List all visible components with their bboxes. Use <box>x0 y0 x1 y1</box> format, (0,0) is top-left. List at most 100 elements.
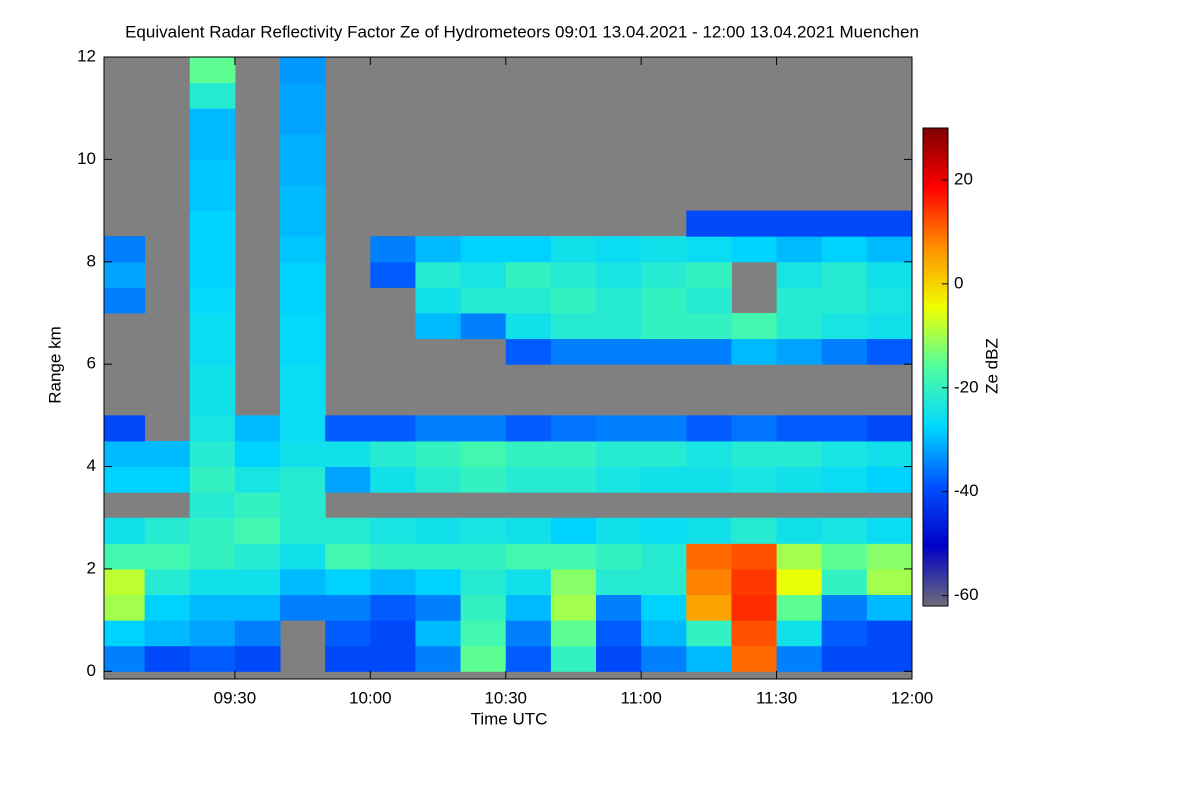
heatmap-cell <box>776 338 823 365</box>
heatmap-cell <box>370 261 416 288</box>
heatmap-cell <box>144 568 191 596</box>
heatmap-cell <box>189 620 236 647</box>
colorbar-tick-label: 20 <box>954 169 973 188</box>
heatmap-cell <box>776 517 823 544</box>
heatmap-cell <box>641 620 687 647</box>
heatmap-cell <box>686 287 732 314</box>
heatmap-cell <box>189 492 236 519</box>
heatmap-cell <box>641 466 687 493</box>
heatmap-cell <box>866 440 913 468</box>
x-tick-label: 11:30 <box>756 688 797 707</box>
heatmap-cell <box>325 594 371 621</box>
heatmap-cell <box>104 517 146 544</box>
heatmap-cell <box>505 543 552 570</box>
heatmap-cell <box>550 338 597 365</box>
heatmap-cell <box>686 568 732 596</box>
heatmap-cell <box>821 543 868 570</box>
heatmap-cell <box>866 645 913 672</box>
heatmap-cell <box>776 261 823 288</box>
heatmap-cell <box>686 261 732 288</box>
heatmap-cell <box>370 620 416 647</box>
heatmap-cell <box>731 568 778 596</box>
heatmap-cell <box>550 287 597 314</box>
colorbar <box>922 127 949 607</box>
heatmap-cell <box>686 517 732 544</box>
heatmap-cell <box>776 415 823 442</box>
heatmap-cell <box>821 312 868 340</box>
heatmap-cell <box>189 645 236 672</box>
heatmap-cell <box>776 210 823 237</box>
heatmap-cell <box>415 440 462 468</box>
heatmap-cell <box>866 261 913 288</box>
heatmap-cell <box>550 594 597 621</box>
heatmap-cell <box>821 466 868 493</box>
heatmap-cell <box>144 645 191 672</box>
heatmap-cell <box>104 466 146 493</box>
heatmap-cell <box>686 645 732 672</box>
heatmap-cell <box>731 466 778 493</box>
heatmap-cell <box>280 57 326 84</box>
heatmap-cell <box>505 261 552 288</box>
chart-title: Equivalent Radar Reflectivity Factor Ze … <box>125 22 919 41</box>
heatmap-cell <box>144 517 191 544</box>
heatmap-cell <box>189 517 236 544</box>
heatmap-cell <box>415 543 462 570</box>
heatmap-cell <box>776 312 823 340</box>
heatmap-cell <box>189 287 236 314</box>
heatmap-cell <box>460 236 507 263</box>
heatmap-cell <box>234 645 281 672</box>
heatmap-cell <box>189 543 236 570</box>
heatmap-cell <box>776 594 823 621</box>
heatmap-cell <box>596 236 642 263</box>
heatmap-cell <box>505 568 552 596</box>
colorbar-label: Ze dBZ <box>982 338 1001 394</box>
heatmap-cell <box>104 261 146 288</box>
heatmap-cell <box>866 287 913 314</box>
heatmap-cell <box>866 466 913 493</box>
heatmap-cell <box>280 236 326 263</box>
y-axis-label: Range km <box>45 326 64 403</box>
heatmap-cell <box>686 236 732 263</box>
heatmap-cell <box>234 594 281 621</box>
heatmap-cell <box>189 261 236 288</box>
heatmap-cell <box>460 594 507 621</box>
heatmap-cell <box>280 184 326 212</box>
heatmap-cell <box>866 568 913 596</box>
heatmap-cell <box>550 440 597 468</box>
x-tick-label: 09:30 <box>214 688 257 707</box>
heatmap-cell <box>866 517 913 544</box>
heatmap-cell <box>866 415 913 442</box>
heatmap-cell <box>596 440 642 468</box>
heatmap-cell <box>686 338 732 365</box>
heatmap-cell <box>731 440 778 468</box>
heatmap-cell <box>821 236 868 263</box>
heatmap-cell <box>325 620 371 647</box>
heatmap-cell <box>550 543 597 570</box>
heatmap-cell <box>189 389 236 416</box>
heatmap-cell <box>731 645 778 672</box>
heatmap-cell <box>144 466 191 493</box>
heatmap-cell <box>505 517 552 544</box>
heatmap-cell <box>460 645 507 672</box>
heatmap-cell <box>821 568 868 596</box>
heatmap-cell <box>280 517 326 544</box>
heatmap-cell <box>641 287 687 314</box>
heatmap-cell <box>415 466 462 493</box>
heatmap-cell <box>641 415 687 442</box>
heatmap-cell <box>596 415 642 442</box>
heatmap-cell <box>866 236 913 263</box>
heatmap-cell <box>641 594 687 621</box>
plot-frame <box>103 56 913 680</box>
heatmap-cell <box>505 236 552 263</box>
heatmap-cell <box>189 133 236 160</box>
y-tick-label: 6 <box>87 354 96 373</box>
heatmap-cell <box>776 466 823 493</box>
heatmap-cell <box>370 466 416 493</box>
heatmap-cell <box>280 364 326 391</box>
heatmap-cell <box>189 568 236 596</box>
heatmap-cell <box>505 338 552 365</box>
heatmap-cell <box>641 517 687 544</box>
heatmap-cell <box>189 210 236 237</box>
heatmap-cell <box>325 440 371 468</box>
heatmap-cell <box>686 312 732 340</box>
